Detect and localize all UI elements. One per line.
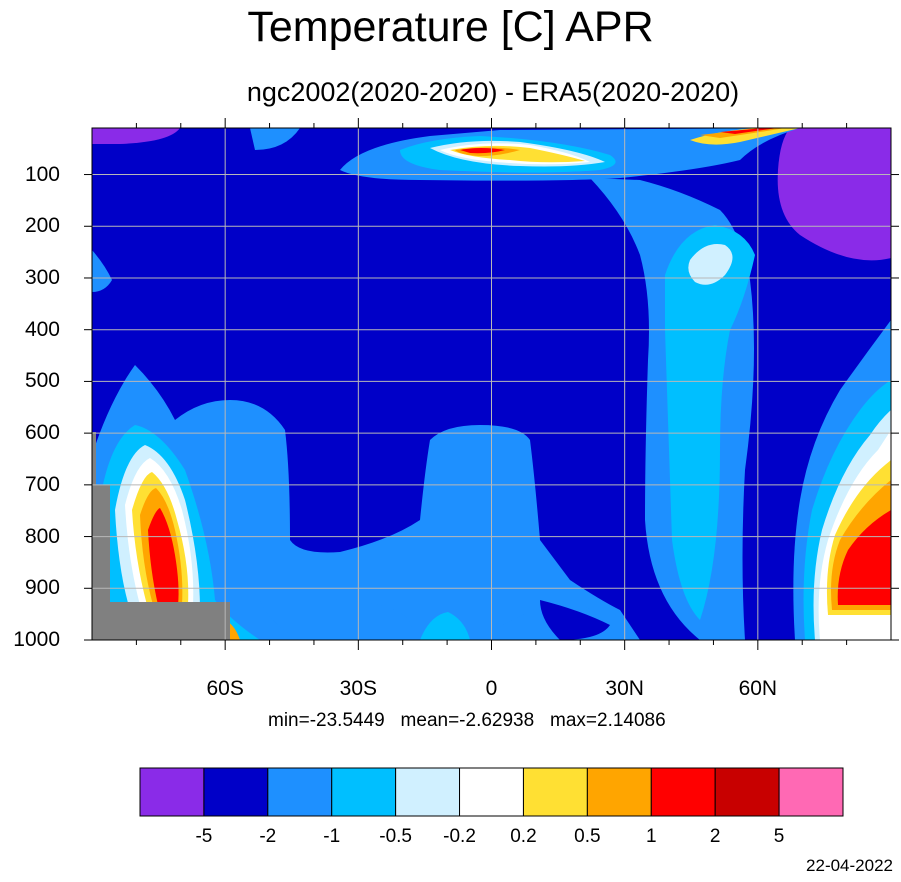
- x-tick-label: 60N: [738, 677, 778, 700]
- colorbar-label: -2: [259, 826, 277, 847]
- contour-region: [92, 128, 180, 144]
- colorbar-swatch: [650, 767, 716, 817]
- x-tick-label: 30N: [605, 677, 644, 700]
- x-tick-label: 30S: [339, 677, 378, 700]
- contour-region: [92, 250, 112, 292]
- contour-region: [688, 244, 733, 285]
- chart-subtitle: ngc2002(2020-2020) - ERA5(2020-2020): [246, 77, 740, 107]
- stats-text: min=-23.5449 mean=-2.62938 max=2.14086: [268, 710, 666, 731]
- y-tick-label: 300: [24, 265, 60, 289]
- colorbar: [139, 767, 844, 817]
- x-tick-label: 0: [485, 677, 498, 700]
- colorbar-swatch: [139, 767, 205, 817]
- y-tick-label: 1000: [13, 628, 60, 651]
- x-tick-label: 60S: [206, 677, 244, 700]
- y-tick-label: 600: [24, 421, 60, 445]
- colorbar-swatch: [586, 767, 652, 817]
- colorbar-swatch: [714, 767, 780, 817]
- colorbar-label: 2: [709, 826, 721, 847]
- colorbar-swatch: [778, 767, 844, 817]
- contour-region: [148, 508, 179, 605]
- missing-data-mask: [92, 432, 230, 640]
- colorbar-label: -0.5: [379, 826, 412, 847]
- tick-marks: [84, 118, 899, 650]
- y-tick-label: 200: [24, 214, 60, 238]
- contour-region: [690, 128, 800, 145]
- colorbar-label: -0.2: [443, 826, 476, 847]
- y-tick-label: 500: [24, 369, 60, 393]
- colorbar-swatch: [203, 767, 269, 817]
- contour-fills: [92, 128, 891, 640]
- y-tick-label: 700: [24, 472, 60, 496]
- colorbar-swatch: [522, 767, 588, 817]
- contour-region: [720, 128, 778, 134]
- contour-region: [92, 365, 640, 640]
- colorbar-label: 1: [645, 826, 657, 847]
- y-tick-label: 800: [24, 524, 60, 548]
- colorbar-label: -1: [323, 826, 341, 847]
- colorbar-label: 0.5: [574, 826, 601, 847]
- contour-region: [837, 510, 891, 605]
- colorbar-swatch: [267, 767, 333, 817]
- colorbar-swatch: [395, 767, 461, 817]
- colorbar-label: 0.2: [510, 826, 537, 847]
- contour-region: [260, 598, 412, 640]
- contour-region: [665, 225, 755, 620]
- colorbar-swatch: [331, 767, 397, 817]
- contour-region: [700, 128, 785, 138]
- y-tick-label: 100: [24, 162, 60, 186]
- colorbar-label: -5: [195, 826, 213, 847]
- y-tick-label: 400: [24, 317, 60, 341]
- contour-region: [540, 600, 610, 640]
- contour-region: [777, 128, 891, 261]
- contour-region: [420, 612, 470, 640]
- contour-region: [250, 128, 300, 150]
- y-tick-label: 900: [24, 576, 60, 600]
- chart-title: Temperature [C] APR: [247, 3, 654, 51]
- contour-region: [460, 148, 505, 154]
- date-label: 22-04-2022: [806, 856, 893, 875]
- colorbar-swatch: [459, 767, 524, 817]
- colorbar-label: 5: [773, 826, 785, 847]
